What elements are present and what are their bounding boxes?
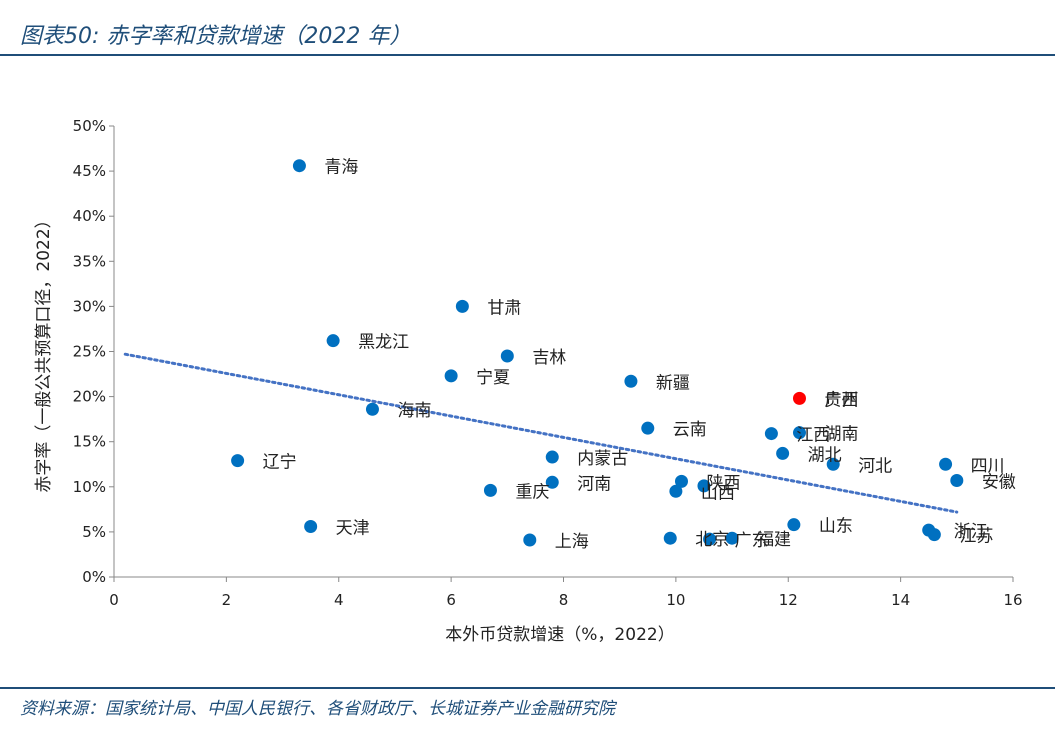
data-label: 湖北 <box>808 445 842 465</box>
data-label: 黑龙江 <box>358 333 409 353</box>
data-point <box>365 402 379 416</box>
data-point <box>444 369 458 383</box>
y-axis-label: 赤字率（一般公共预算口径，2022） <box>34 211 54 492</box>
y-tick-label: 35% <box>73 252 106 270</box>
x-axis-label: 本外币贷款增速（%，2022） <box>445 625 674 645</box>
y-tick-label: 10% <box>73 478 106 496</box>
x-tick-label: 14 <box>891 591 910 609</box>
x-tick-label: 2 <box>222 591 232 609</box>
y-tick-label: 50% <box>73 117 106 135</box>
data-point <box>776 446 790 460</box>
data-point <box>663 531 677 545</box>
trendline <box>123 352 959 514</box>
data-label: 陕西 <box>706 473 740 493</box>
data-point <box>787 518 801 532</box>
data-label: 河北 <box>858 456 892 476</box>
y-tick-label: 40% <box>73 207 106 225</box>
data-point <box>939 457 953 471</box>
data-point <box>826 457 840 471</box>
y-tick-label: 20% <box>73 388 106 406</box>
data-label: 四川 <box>971 456 1005 476</box>
data-point <box>792 391 806 405</box>
data-label: 海南 <box>397 401 431 421</box>
data-label: 湖南 <box>824 425 858 445</box>
data-label: 浙江 <box>954 522 988 542</box>
x-tick-label: 0 <box>109 591 119 609</box>
trendline-group <box>123 352 959 514</box>
x-tick-label: 12 <box>779 591 798 609</box>
data-label: 上海 <box>555 532 589 552</box>
source-note: 资料来源：国家统计局、中国人民银行、各省财政厅、长城证券产业金融研究院 <box>20 699 615 719</box>
data-label: 广西 <box>824 390 858 410</box>
data-label: 江西 <box>796 426 830 446</box>
data-label: 重庆 <box>515 482 549 502</box>
header-divider <box>0 54 1055 56</box>
data-points <box>231 159 964 547</box>
y-tick-label: 15% <box>73 433 106 451</box>
x-tick-label: 10 <box>666 591 685 609</box>
data-label: 贵州 <box>824 390 858 410</box>
data-point <box>545 475 559 489</box>
data-point <box>669 484 683 498</box>
y-tick-label: 45% <box>73 162 106 180</box>
x-tick-label: 4 <box>334 591 344 609</box>
footer-divider <box>0 687 1055 689</box>
data-label: 新疆 <box>656 373 690 393</box>
data-point <box>725 531 739 545</box>
data-label: 青海 <box>324 158 358 178</box>
y-tick-label: 25% <box>73 343 106 361</box>
y-tick-label: 5% <box>82 523 106 541</box>
data-point <box>292 159 306 173</box>
data-point <box>500 349 514 363</box>
data-point <box>927 528 941 542</box>
data-label: 福建 <box>757 530 791 550</box>
data-label: 辽宁 <box>263 453 297 473</box>
chart-axes: 0% 5% 10% 15% 20% 25% 30% 35% 40% 45% 50% 0 2 4 6 8 10 12… <box>73 117 1023 609</box>
data-label: 内蒙古 <box>577 449 628 469</box>
data-label: 广东 <box>735 531 769 551</box>
data-point <box>545 450 559 464</box>
data-point <box>764 427 778 441</box>
data-label: 江苏 <box>959 527 993 547</box>
x-tick-label: 8 <box>559 591 569 609</box>
data-point <box>950 473 964 487</box>
page-title: 图表50: 赤字率和贷款增速（2022 年） <box>20 24 412 49</box>
data-point <box>326 334 340 348</box>
data-label: 山东 <box>819 517 853 537</box>
data-label: 山西 <box>701 483 735 503</box>
data-point <box>792 426 806 440</box>
data-point <box>641 421 655 435</box>
data-label: 北京 <box>695 530 729 550</box>
y-tick-label: 0% <box>82 568 106 586</box>
y-tick-label: 30% <box>73 297 106 315</box>
data-point <box>304 519 318 533</box>
data-label: 吉林 <box>532 348 566 368</box>
data-label: 云南 <box>673 420 707 440</box>
data-label: 天津 <box>336 518 370 538</box>
data-point <box>624 374 638 388</box>
data-label: 宁夏 <box>476 368 510 388</box>
data-point <box>523 533 537 547</box>
data-label: 河南 <box>577 474 611 494</box>
data-point <box>231 454 245 468</box>
data-label: 安徽 <box>982 472 1016 492</box>
x-tick-label: 16 <box>1003 591 1022 609</box>
data-point <box>703 532 717 546</box>
data-label: 甘肃 <box>487 298 521 318</box>
data-point <box>674 474 688 488</box>
x-tick-label: 6 <box>446 591 456 609</box>
data-point <box>455 299 469 313</box>
data-point <box>697 479 711 493</box>
data-point <box>483 483 497 497</box>
